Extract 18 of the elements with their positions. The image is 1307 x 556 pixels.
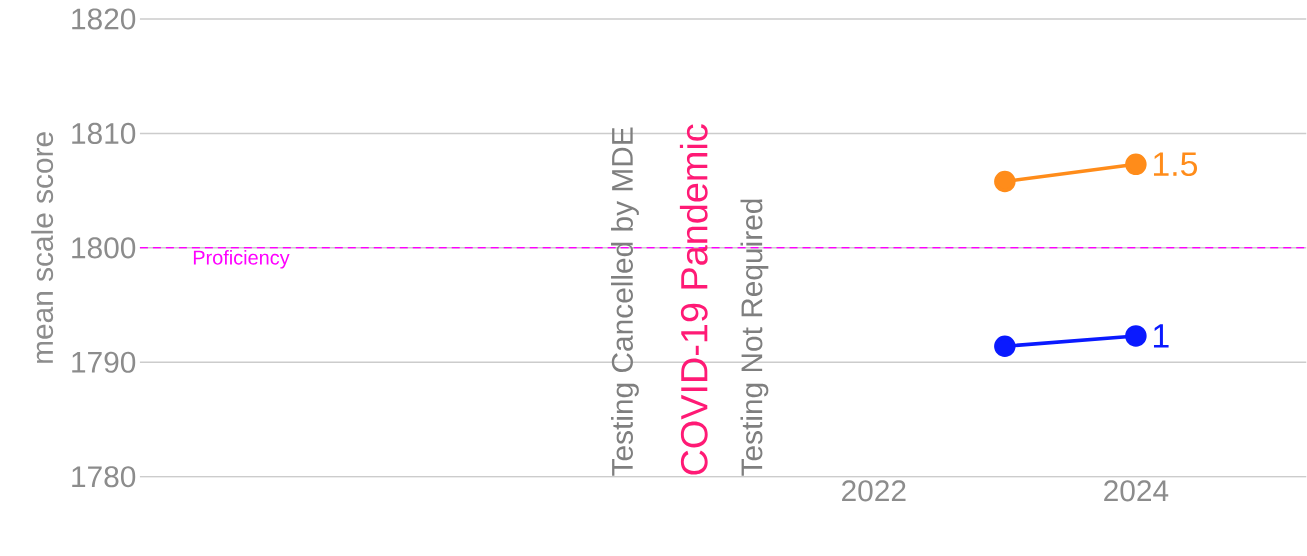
annotation: COVID-19 Pandemic: [679, 124, 708, 475]
y-tick-label: 1780: [72, 466, 136, 488]
point: [1125, 153, 1147, 176]
ref-line-label: Proficiency: [193, 250, 290, 269]
point: [1125, 325, 1147, 347]
y-tick-label: 1810: [72, 123, 136, 145]
series-label: 1.5: [1153, 152, 1198, 177]
annotation: Testing Not Required: [740, 199, 769, 477]
point: [994, 170, 1016, 193]
annotation: Testing Cancelled by MDE: [611, 127, 639, 477]
x-tick-label: 2022: [842, 480, 906, 502]
y-tick-label: 1800: [72, 237, 136, 259]
series-label: 1: [1153, 324, 1169, 348]
y-axis-title: mean scale score: [31, 132, 54, 364]
y-tick-label: 1790: [72, 351, 136, 374]
y-tick-label: 1820: [72, 8, 136, 30]
point: [994, 335, 1016, 358]
x-tick-label: 2024: [1104, 480, 1169, 502]
